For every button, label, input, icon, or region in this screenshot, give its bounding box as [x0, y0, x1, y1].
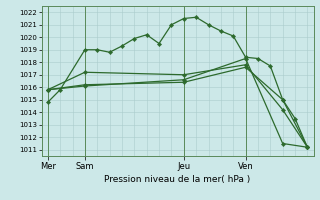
X-axis label: Pression niveau de la mer( hPa ): Pression niveau de la mer( hPa ) [104, 175, 251, 184]
